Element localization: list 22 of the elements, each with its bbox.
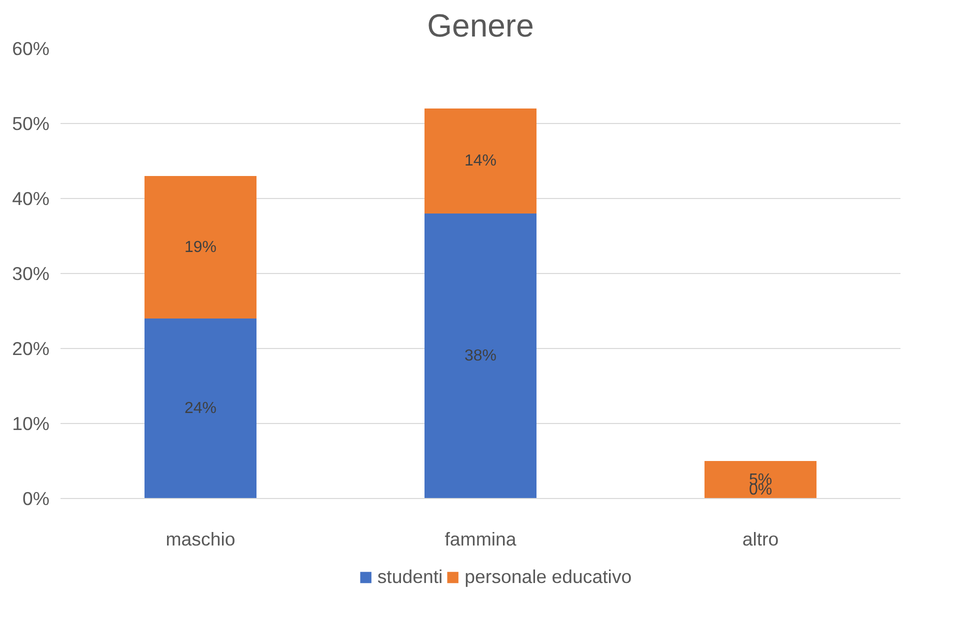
- x-tick-label: fammina: [444, 528, 517, 550]
- y-tick-label: 20%: [12, 338, 50, 359]
- bar: [424, 214, 536, 498]
- bar: [144, 176, 256, 318]
- y-tick-label: 50%: [12, 113, 50, 134]
- legend-label: personale educativo: [464, 566, 632, 588]
- y-tick-label: 40%: [12, 188, 50, 209]
- x-tick-label: altro: [742, 528, 779, 550]
- y-tick-label: 0%: [22, 488, 50, 509]
- data-label: 14%: [464, 152, 497, 170]
- data-label: 24%: [184, 400, 217, 417]
- bar: [144, 318, 256, 498]
- bar: [424, 108, 536, 214]
- data-label: 38%: [464, 348, 497, 364]
- chart-title: Genere: [427, 8, 534, 44]
- y-tick-label: 10%: [12, 413, 50, 434]
- data-label: 19%: [184, 238, 217, 256]
- bar: [704, 461, 816, 498]
- x-tick-label: maschio: [166, 528, 236, 550]
- y-tick-label: 60%: [12, 38, 50, 59]
- y-tick-label: 30%: [12, 263, 50, 284]
- legend-label: studenti: [377, 566, 443, 588]
